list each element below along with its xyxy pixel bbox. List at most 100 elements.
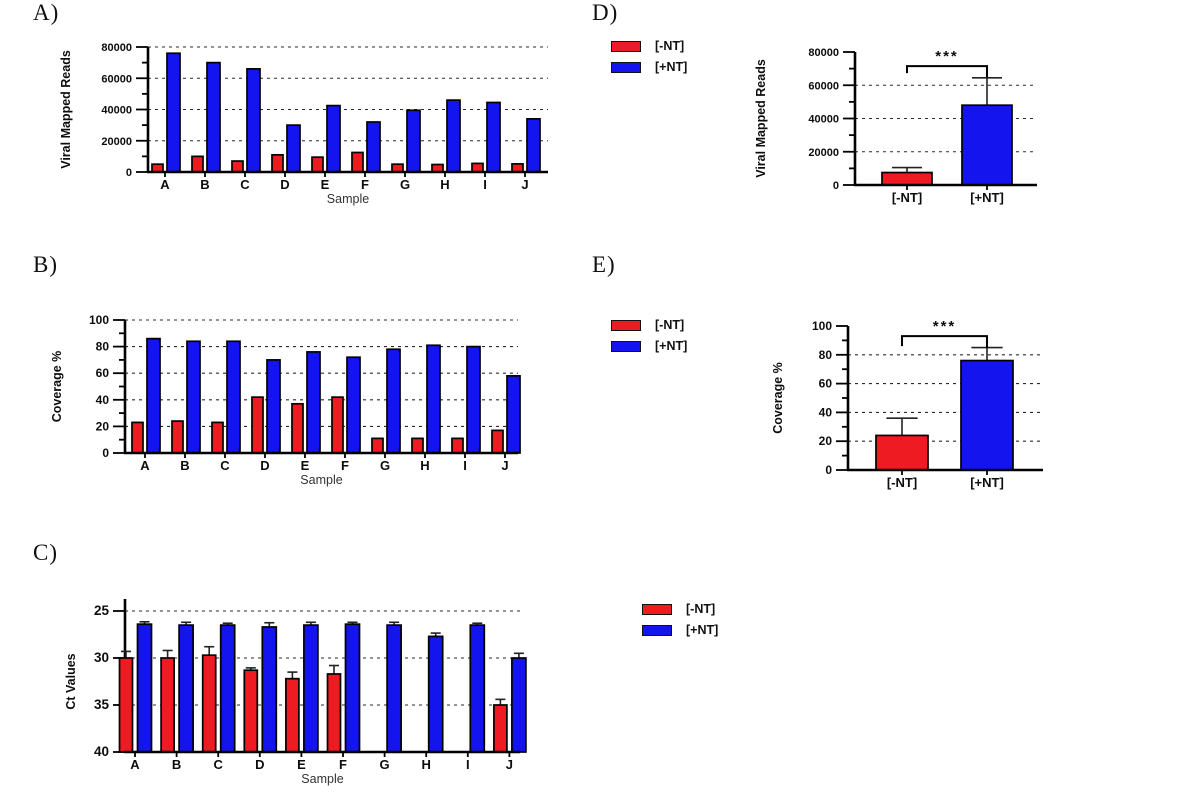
- svg-text:Sample: Sample: [300, 473, 342, 487]
- svg-text:Sample: Sample: [327, 192, 369, 206]
- minus-nt-swatch-icon: [611, 319, 641, 331]
- chart-viral-mapped-reads-summary: 0 20000 40000 60000 80000 [-NT] [+NT] Viral Map…: [754, 47, 1037, 205]
- svg-text:I: I: [483, 177, 487, 192]
- chart-coverage-percent-by-sample: 0 20 40 60 80 100 A B C D E F G H I J Sample Coverage %: [50, 313, 521, 487]
- legend-label-minus-nt: [-NT]: [655, 39, 685, 53]
- svg-text:A: A: [160, 177, 170, 192]
- svg-text:20000: 20000: [808, 147, 839, 159]
- svg-text:D: D: [255, 757, 264, 772]
- svg-text:40000: 40000: [808, 114, 839, 126]
- legend-label-minus-nt: [-NT]: [686, 602, 716, 616]
- svg-text:B: B: [180, 458, 189, 473]
- svg-text:100: 100: [89, 313, 109, 327]
- svg-text:80: 80: [96, 340, 110, 354]
- svg-text:60: 60: [96, 366, 110, 380]
- panel-label-c: C): [33, 540, 58, 565]
- svg-text:Sample: Sample: [301, 772, 343, 786]
- svg-text:100: 100: [812, 319, 832, 333]
- legend-item-minus-nt: [-NT]: [611, 39, 687, 53]
- svg-text:40000: 40000: [101, 105, 132, 117]
- legend-item-minus-nt: [-NT]: [611, 318, 687, 332]
- svg-text:J: J: [501, 458, 508, 473]
- chart-ct-values-by-sample: 25 30 35 40 A B C D E F G H I J Sample Ct Values: [64, 599, 527, 786]
- svg-text:F: F: [341, 458, 349, 473]
- svg-text:***: ***: [933, 318, 957, 335]
- svg-text:Ct Values: Ct Values: [64, 653, 78, 709]
- legend-panel-d: [-NT] [+NT]: [611, 39, 687, 74]
- svg-text:60000: 60000: [808, 80, 839, 92]
- svg-text:0: 0: [102, 446, 109, 460]
- svg-text:35: 35: [94, 697, 110, 712]
- plus-nt-swatch-icon: [642, 624, 672, 636]
- svg-text:H: H: [440, 177, 449, 192]
- legend-panel-e: [-NT] [+NT]: [611, 318, 687, 353]
- panel-label-b: B): [33, 252, 58, 277]
- legend-label-minus-nt: [-NT]: [655, 318, 685, 332]
- svg-text:[-NT]: [-NT]: [892, 190, 922, 205]
- svg-text:Coverage %: Coverage %: [771, 362, 785, 434]
- svg-text:0: 0: [833, 180, 839, 192]
- svg-text:40: 40: [94, 744, 109, 759]
- svg-text:[+NT]: [+NT]: [970, 475, 1004, 490]
- svg-text:D: D: [260, 458, 269, 473]
- legend-item-minus-nt: [-NT]: [642, 602, 718, 616]
- svg-text:30: 30: [94, 650, 109, 665]
- svg-text:80: 80: [819, 348, 833, 362]
- plus-nt-swatch-icon: [611, 61, 641, 73]
- svg-text:D: D: [280, 177, 289, 192]
- svg-text:0: 0: [126, 167, 132, 179]
- svg-text:80000: 80000: [101, 42, 132, 54]
- svg-text:G: G: [380, 757, 390, 772]
- svg-text:***: ***: [935, 48, 959, 65]
- svg-text:A: A: [140, 458, 150, 473]
- svg-text:80000: 80000: [808, 47, 839, 59]
- chart-coverage-percent-summary: 0 20 40 60 80 100 [-NT] [+NT] Coverage % ***: [771, 318, 1043, 490]
- svg-text:J: J: [506, 757, 513, 772]
- svg-text:20: 20: [819, 434, 833, 448]
- svg-text:I: I: [463, 458, 467, 473]
- svg-text:I: I: [466, 757, 470, 772]
- svg-text:H: H: [420, 458, 429, 473]
- svg-text:E: E: [321, 177, 330, 192]
- svg-text:C: C: [220, 458, 230, 473]
- svg-text:E: E: [297, 757, 306, 772]
- svg-text:E: E: [301, 458, 310, 473]
- svg-text:G: G: [380, 458, 390, 473]
- panel-label-d: D): [592, 0, 619, 25]
- svg-text:20000: 20000: [101, 136, 132, 148]
- svg-text:B: B: [200, 177, 209, 192]
- legend-item-plus-nt: [+NT]: [611, 339, 687, 353]
- svg-text:60: 60: [819, 377, 833, 391]
- legend-label-plus-nt: [+NT]: [655, 339, 688, 353]
- svg-text:B: B: [172, 757, 181, 772]
- svg-text:G: G: [400, 177, 410, 192]
- legend-label-plus-nt: [+NT]: [655, 60, 688, 74]
- svg-text:Viral Mapped Reads: Viral Mapped Reads: [59, 50, 73, 169]
- svg-text:F: F: [339, 757, 347, 772]
- legend-panel-c: [-NT] [+NT]: [642, 602, 718, 637]
- svg-text:25: 25: [94, 603, 110, 618]
- svg-text:40: 40: [96, 393, 110, 407]
- chart-viral-mapped-reads-by-sample: 0 20000 40000 60000 80000 A B C D E F G H I J Sample Vir…: [59, 42, 548, 206]
- svg-text:H: H: [422, 757, 431, 772]
- svg-text:Coverage %: Coverage %: [50, 351, 64, 423]
- svg-text:C: C: [214, 757, 224, 772]
- legend-item-plus-nt: [+NT]: [642, 623, 718, 637]
- plus-nt-swatch-icon: [611, 340, 641, 352]
- svg-text:F: F: [361, 177, 369, 192]
- svg-text:J: J: [521, 177, 528, 192]
- legend-item-plus-nt: [+NT]: [611, 60, 687, 74]
- svg-text:0: 0: [825, 463, 832, 477]
- svg-text:40: 40: [819, 405, 833, 419]
- svg-text:60000: 60000: [101, 73, 132, 85]
- svg-text:[-NT]: [-NT]: [887, 475, 917, 490]
- svg-text:C: C: [240, 177, 250, 192]
- svg-text:A: A: [130, 757, 140, 772]
- legend-label-plus-nt: [+NT]: [686, 623, 719, 637]
- panel-label-e: E): [592, 252, 616, 277]
- svg-text:[+NT]: [+NT]: [970, 190, 1004, 205]
- panel-label-a: A): [33, 0, 60, 25]
- minus-nt-swatch-icon: [611, 40, 641, 52]
- minus-nt-swatch-icon: [642, 603, 672, 615]
